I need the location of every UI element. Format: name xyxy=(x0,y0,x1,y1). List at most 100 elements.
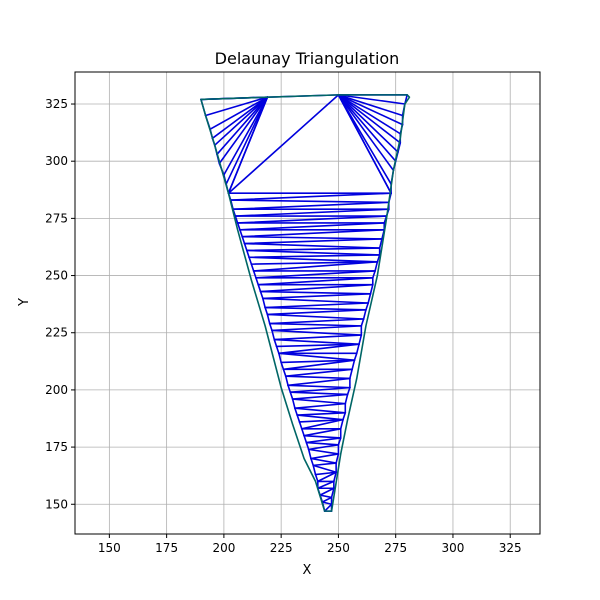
y-tick-label: 300 xyxy=(45,154,68,168)
triangulation-edge xyxy=(243,242,381,249)
triangulation-edge xyxy=(280,359,356,364)
triangulation-edge xyxy=(337,94,406,105)
triangulation-edge xyxy=(245,247,381,252)
triangulation-edge xyxy=(273,334,363,341)
triangulation-edge xyxy=(337,94,397,162)
triangulation-edge xyxy=(321,496,333,503)
triangulation-edge xyxy=(257,283,262,293)
triangulation-edge xyxy=(365,302,370,311)
triangulation-edge xyxy=(337,437,342,446)
triangulation-edge xyxy=(289,391,349,396)
triangulation-edge xyxy=(241,235,383,240)
triangulation-edge xyxy=(262,297,370,304)
triangulation-edge xyxy=(255,270,376,279)
triangulation-edge xyxy=(287,384,292,393)
triangulation-edge xyxy=(234,215,239,224)
triangulation-edge xyxy=(278,352,356,361)
triangulation-edge xyxy=(239,229,244,238)
triangulation-edge xyxy=(294,407,347,414)
triangulation-edge xyxy=(266,313,365,320)
triangulation-edge xyxy=(339,418,344,430)
triangulation-edge xyxy=(241,229,386,238)
triangulation-edge xyxy=(264,306,367,311)
triangulation-edge xyxy=(248,254,381,259)
triangulation-edge xyxy=(346,386,351,396)
triangulation-edge xyxy=(266,313,271,325)
triangulation-edge xyxy=(291,393,349,400)
triangulation-edge xyxy=(337,94,392,195)
triangulation-edge xyxy=(236,215,388,224)
triangulation-edge xyxy=(319,494,333,499)
triangulation-edge xyxy=(296,411,347,416)
triangulation-edge xyxy=(349,368,353,380)
triangulation-edge xyxy=(307,448,312,460)
triangulation-edge xyxy=(303,427,342,437)
triangulation-edge xyxy=(252,270,257,279)
triangulation-edge xyxy=(337,94,404,126)
triangulation-edge xyxy=(358,334,363,345)
y-tick-label: 175 xyxy=(45,440,68,454)
triangulation-edge xyxy=(259,290,372,295)
x-axis-label: X xyxy=(303,563,312,578)
plot-frame xyxy=(74,71,541,535)
y-tick-label: 150 xyxy=(45,497,68,511)
triangulation-edge xyxy=(335,453,340,464)
triangulation-edge xyxy=(337,94,395,172)
triangulation-edge xyxy=(289,386,351,393)
x-tick-label: 275 xyxy=(384,541,407,555)
triangulation-edge xyxy=(234,208,390,217)
triangulation-edge xyxy=(355,343,360,355)
triangulation-edge xyxy=(300,418,344,430)
triangulation-edge xyxy=(275,343,360,348)
triangulation-edge xyxy=(248,256,253,265)
triangulation-edge xyxy=(287,384,351,389)
triangulation-edge xyxy=(337,94,399,153)
x-tick-label: 325 xyxy=(499,541,522,555)
triangulation-edge xyxy=(284,375,351,380)
triangulation-edge xyxy=(362,309,367,320)
triangulation-edge xyxy=(275,345,280,355)
triangulation-edge xyxy=(271,329,363,336)
triangulation-edge xyxy=(250,261,379,265)
triangulation-edge xyxy=(225,96,269,185)
x-tick-label: 225 xyxy=(270,541,293,555)
triangulation-edge xyxy=(248,256,379,263)
triangulation-edge xyxy=(376,254,381,263)
x-axis-ticks: 150 175 200 225 250 275 300 325 xyxy=(98,534,522,555)
triangulation-edge xyxy=(227,96,269,195)
triangulation-edge xyxy=(321,501,333,506)
triangulation-edge xyxy=(282,359,356,371)
triangulation-edge xyxy=(303,434,308,444)
triangulation-edge xyxy=(245,249,250,259)
triangulation-edge xyxy=(271,329,276,341)
triangulation-edge xyxy=(312,464,337,474)
triangulation-edge xyxy=(294,407,298,416)
triangulation-edge xyxy=(294,402,347,410)
triangulation-edge xyxy=(305,441,310,451)
triangulation-edge xyxy=(204,96,269,117)
triangulation-edge xyxy=(300,427,305,437)
triangulation-edge xyxy=(374,261,379,272)
triangulation-edge xyxy=(227,94,340,195)
y-axis-label: Y xyxy=(17,298,32,307)
triangulation-edge xyxy=(314,471,337,476)
triangulation-edge xyxy=(291,398,347,405)
triangulation-edge xyxy=(250,263,255,272)
triangulation-edge xyxy=(271,325,363,332)
triangulation-edge xyxy=(280,361,285,371)
triangulation-edge xyxy=(262,297,266,309)
triangulation-edge xyxy=(351,359,356,371)
triangulation-edge xyxy=(223,96,269,176)
triangulation-edge xyxy=(243,238,383,245)
triangulation-edge xyxy=(312,464,317,476)
plot-area xyxy=(200,94,411,512)
triangulation-edge xyxy=(239,222,386,231)
triangulation-edge xyxy=(232,201,390,211)
triangulation-edge xyxy=(367,293,372,304)
triangulation-edge xyxy=(229,192,392,201)
x-tick-label: 250 xyxy=(327,541,350,555)
triangulation-edge xyxy=(312,462,337,467)
triangulation-edge xyxy=(259,290,264,300)
triangulation-edge xyxy=(284,375,289,387)
triangulation-edge xyxy=(307,444,340,451)
